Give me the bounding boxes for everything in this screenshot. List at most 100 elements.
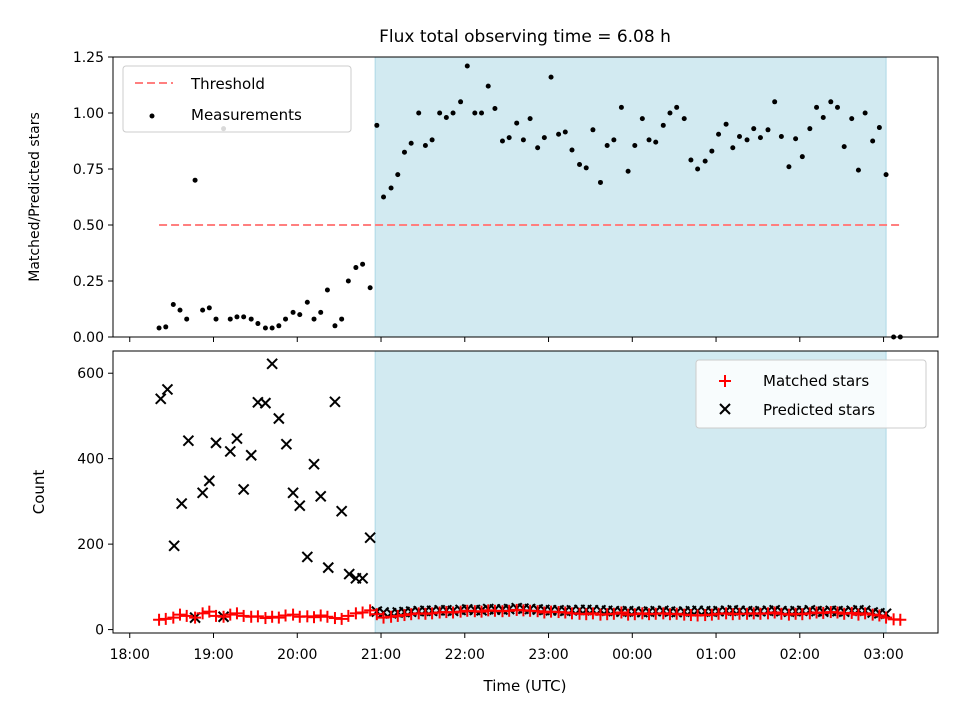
bottom-legend-box	[695, 359, 927, 429]
predicted-star-point	[301, 551, 314, 563]
predicted-star-stroke	[259, 397, 272, 409]
measurement-point	[464, 63, 470, 69]
predicted-star-stroke	[231, 432, 243, 445]
bottom-x-tick-label: 18:00	[110, 647, 150, 663]
measurement-point	[248, 316, 254, 322]
measurement-point	[177, 307, 183, 313]
matched-star-point	[259, 612, 272, 625]
predicted-star-stroke	[329, 396, 341, 408]
predicted-star-point	[364, 532, 376, 544]
bottom-y-tick-label: 200	[77, 537, 104, 553]
measurement-point	[828, 99, 834, 105]
bottom-x-tick-label: 00:00	[612, 647, 652, 663]
measurement-point	[401, 149, 407, 155]
top-y-tick-label: 0.00	[73, 330, 104, 346]
predicted-star-stroke	[203, 475, 216, 487]
predicted-star-stroke	[273, 412, 285, 425]
measurement-point	[834, 104, 840, 110]
matched-star-point	[475, 605, 488, 618]
predicted-star-stroke	[287, 487, 299, 499]
predicted-star-stroke	[210, 437, 222, 449]
predicted-star-point	[294, 499, 306, 512]
measurement-point	[297, 312, 303, 318]
measurement-point	[520, 137, 526, 143]
measurement-point	[757, 135, 763, 141]
matched-star-point	[852, 608, 865, 621]
predicted-star-point	[168, 540, 180, 552]
predicted-star-point	[322, 561, 334, 574]
bottom-x-tick-label: 21:00	[361, 647, 401, 663]
matched-star-point	[586, 607, 599, 620]
x-axis-label: Time (UTC)	[483, 677, 567, 695]
measurement-point	[156, 325, 162, 331]
bottom-y-tick-label: 600	[77, 366, 104, 382]
measurement-point	[443, 114, 449, 120]
predicted-star-stroke	[335, 505, 348, 517]
measurement-point	[876, 125, 882, 131]
predicted-star-stroke	[280, 438, 293, 450]
measurement-point	[283, 316, 289, 322]
measurement-point	[849, 116, 855, 122]
matched-star-point	[768, 606, 781, 619]
measurement-point	[290, 309, 296, 315]
matched-star-point	[845, 606, 858, 619]
measurement-point	[506, 135, 512, 141]
measurement-point	[388, 185, 394, 191]
bottom-x-tick-label: 02:00	[780, 647, 820, 663]
predicted-star-point	[335, 505, 348, 517]
measurement-point	[870, 138, 876, 144]
bottom-y-tick-label: 0	[95, 623, 104, 639]
measurement-point	[535, 145, 541, 151]
matched-star-point	[203, 605, 216, 618]
measurements-legend-swatch	[149, 113, 155, 119]
predicted-star-stroke	[315, 490, 327, 502]
measurement-point	[862, 110, 868, 116]
predicted-star-point	[210, 437, 222, 449]
matched-star-point	[607, 607, 620, 620]
top-y-tick-label: 0.75	[73, 162, 104, 178]
observing-interval-shade	[374, 56, 887, 338]
top-legend: Threshold Measurements	[122, 65, 352, 133]
matched-star-point	[335, 612, 348, 625]
matched-stars-points	[153, 603, 907, 626]
measurement-point	[408, 140, 414, 146]
measurement-point	[241, 314, 247, 320]
measurement-point	[793, 136, 799, 142]
predicted-star-stroke	[308, 458, 320, 470]
measurement-point	[304, 299, 310, 305]
predicted-star-stroke	[237, 483, 250, 496]
measurement-point	[269, 325, 275, 331]
measurement-point	[200, 307, 206, 313]
measurement-point	[695, 166, 701, 172]
top-y-axis-label: Matched/Predicted stars	[27, 112, 43, 282]
top-legend-box	[122, 65, 352, 133]
measurement-point	[660, 122, 666, 128]
measurement-point	[485, 83, 491, 89]
measurement-point	[855, 167, 861, 173]
bottom-x-tick-label: 01:00	[696, 647, 736, 663]
measurement-point	[569, 147, 575, 153]
measurement-point	[556, 131, 562, 137]
bottom-legend: Matched stars Predicted stars	[695, 359, 927, 429]
measurement-point	[702, 158, 708, 164]
bottom-axes-frame	[112, 350, 939, 634]
measurement-point	[632, 142, 638, 148]
bottom-y-axis-label: Count	[30, 470, 48, 515]
measurement-point	[332, 323, 338, 329]
measurement-point	[458, 99, 464, 105]
predicted-star-point	[182, 435, 195, 447]
measurement-point	[597, 179, 603, 185]
matched-star-point	[321, 610, 334, 623]
measurement-point	[429, 137, 435, 143]
matched-legend-label: Matched stars	[763, 372, 869, 390]
predicted-star-stroke	[266, 358, 278, 370]
matched-star-point	[196, 607, 209, 620]
measurement-point	[814, 104, 820, 110]
measurement-point	[192, 177, 198, 183]
predicted-star-point	[161, 383, 174, 396]
matched-star-point	[356, 606, 369, 619]
measurement-point	[339, 316, 345, 322]
measurement-point	[653, 139, 659, 145]
predicted-star-point	[343, 568, 355, 580]
